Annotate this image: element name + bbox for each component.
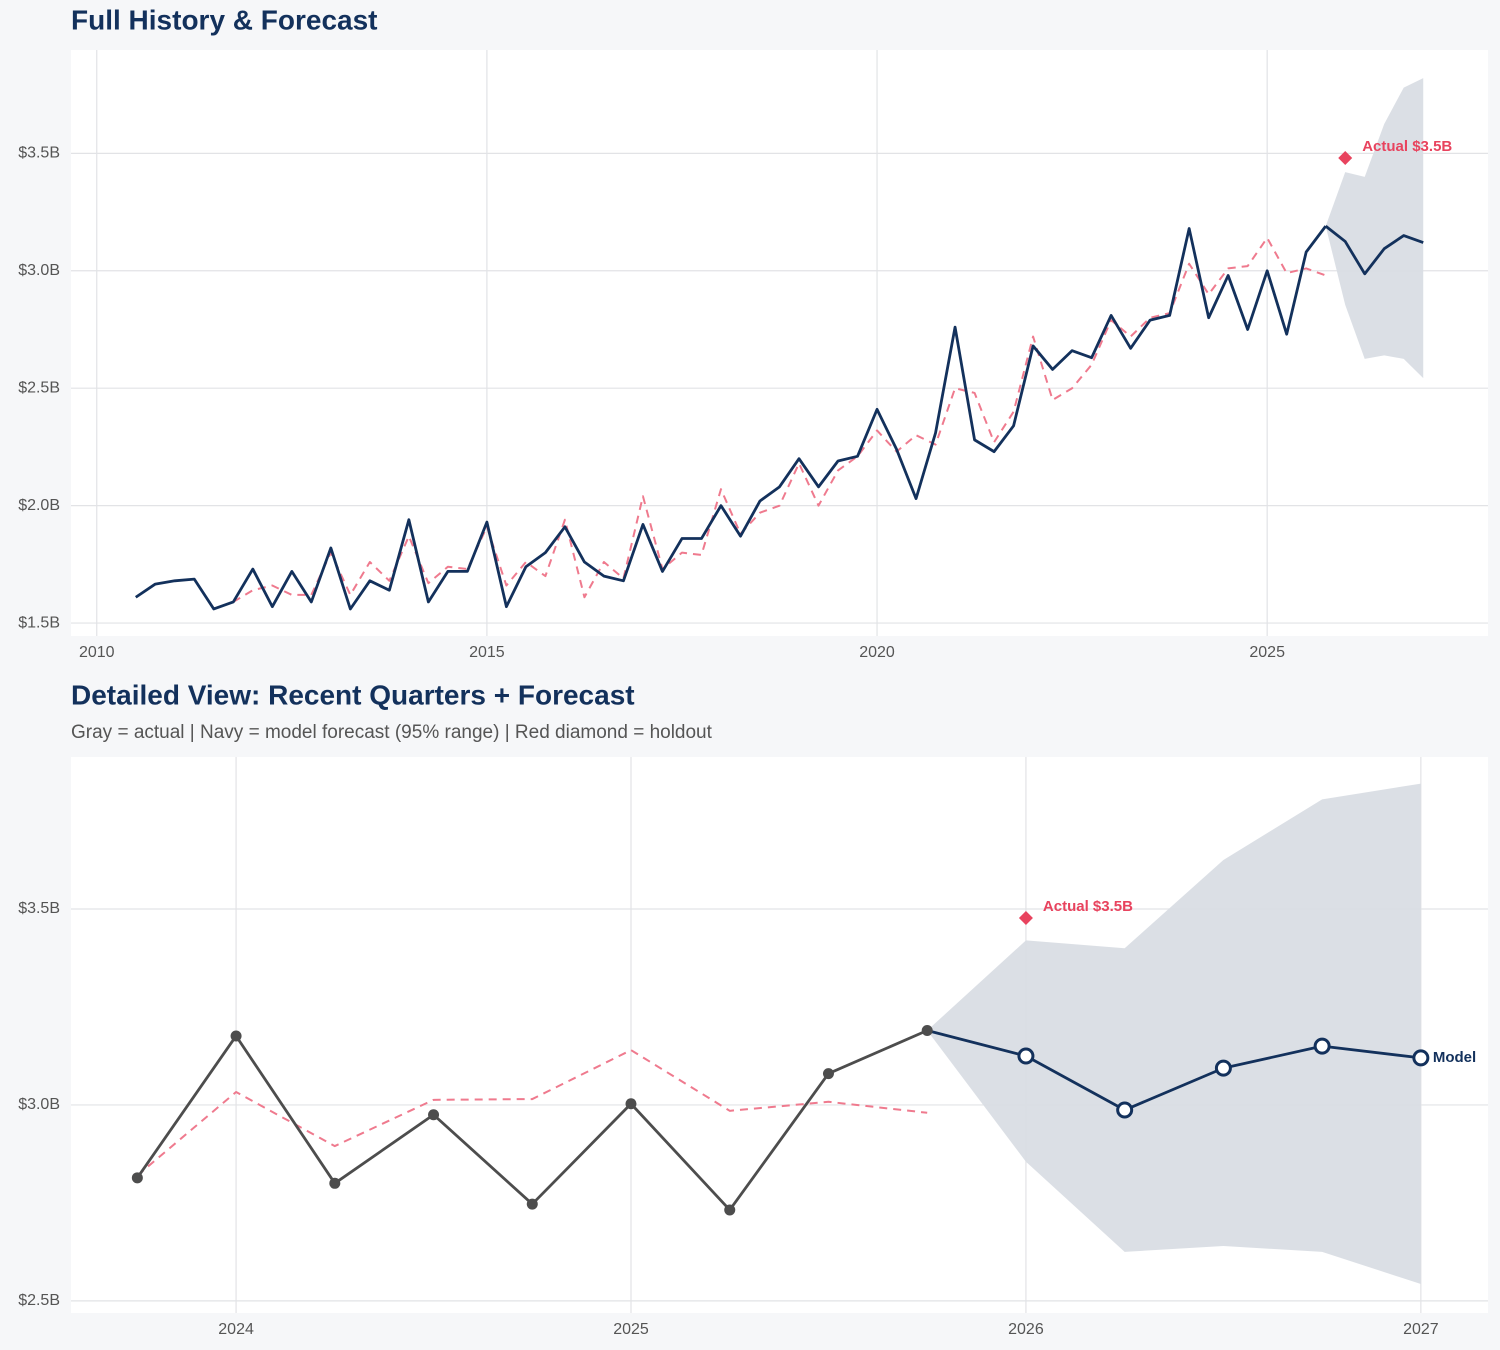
series-line: [134, 225, 1327, 611]
data-point: [625, 1098, 637, 1110]
y-tick-label: $2.5B: [18, 379, 60, 396]
plot-area: [71, 50, 1488, 636]
y-tick-label: $3.0B: [18, 1096, 60, 1113]
series-line: [1324, 225, 1424, 276]
data-point: [822, 1068, 834, 1080]
data-point: [1017, 1047, 1035, 1065]
holdout-marker: [1018, 911, 1033, 926]
annotation-label: Actual $3.5B: [1362, 138, 1452, 155]
x-tick-label: 2010: [79, 644, 115, 661]
x-tick-label: 2026: [1008, 1321, 1044, 1338]
chart-subtitle: Gray = actual | Navy = model forecast (9…: [71, 722, 713, 743]
holdout-marker: [1338, 151, 1353, 166]
x-tick-label: 2025: [1249, 644, 1285, 661]
x-tick-label: 2027: [1403, 1321, 1439, 1338]
data-point: [1214, 1059, 1232, 1077]
y-tick-label: $2.0B: [18, 497, 60, 514]
y-tick-label: $3.5B: [18, 900, 60, 917]
x-tick-label: 2025: [613, 1321, 649, 1338]
annotation-label: Actual $3.5B: [1043, 898, 1133, 915]
data-point: [526, 1198, 538, 1210]
y-tick-label: $3.5B: [18, 145, 60, 162]
y-tick-label: $1.5B: [18, 614, 60, 631]
chart-title: Full History & Forecast: [71, 4, 378, 35]
data-point: [1412, 1049, 1430, 1067]
data-point: [724, 1204, 736, 1216]
chart-title: Detailed View: Recent Quarters + Forecas…: [71, 679, 635, 710]
x-tick-label: 2015: [469, 644, 505, 661]
series-end-label: Model: [1433, 1049, 1476, 1066]
data-point: [131, 1172, 143, 1184]
data-point: [921, 1024, 933, 1036]
confidence-band: [927, 783, 1421, 1285]
data-point: [1313, 1037, 1331, 1055]
y-tick-label: $3.0B: [18, 262, 60, 279]
series-line: [136, 1049, 928, 1177]
x-tick-label: 2020: [859, 644, 895, 661]
series-line: [926, 1029, 1422, 1112]
y-tick-label: $2.5B: [18, 1292, 60, 1309]
data-point: [1116, 1101, 1134, 1119]
confidence-band: [1325, 78, 1424, 379]
data-point: [428, 1109, 440, 1121]
x-tick-label: 2024: [218, 1321, 254, 1338]
data-point: [230, 1030, 242, 1042]
data-point: [329, 1177, 341, 1189]
